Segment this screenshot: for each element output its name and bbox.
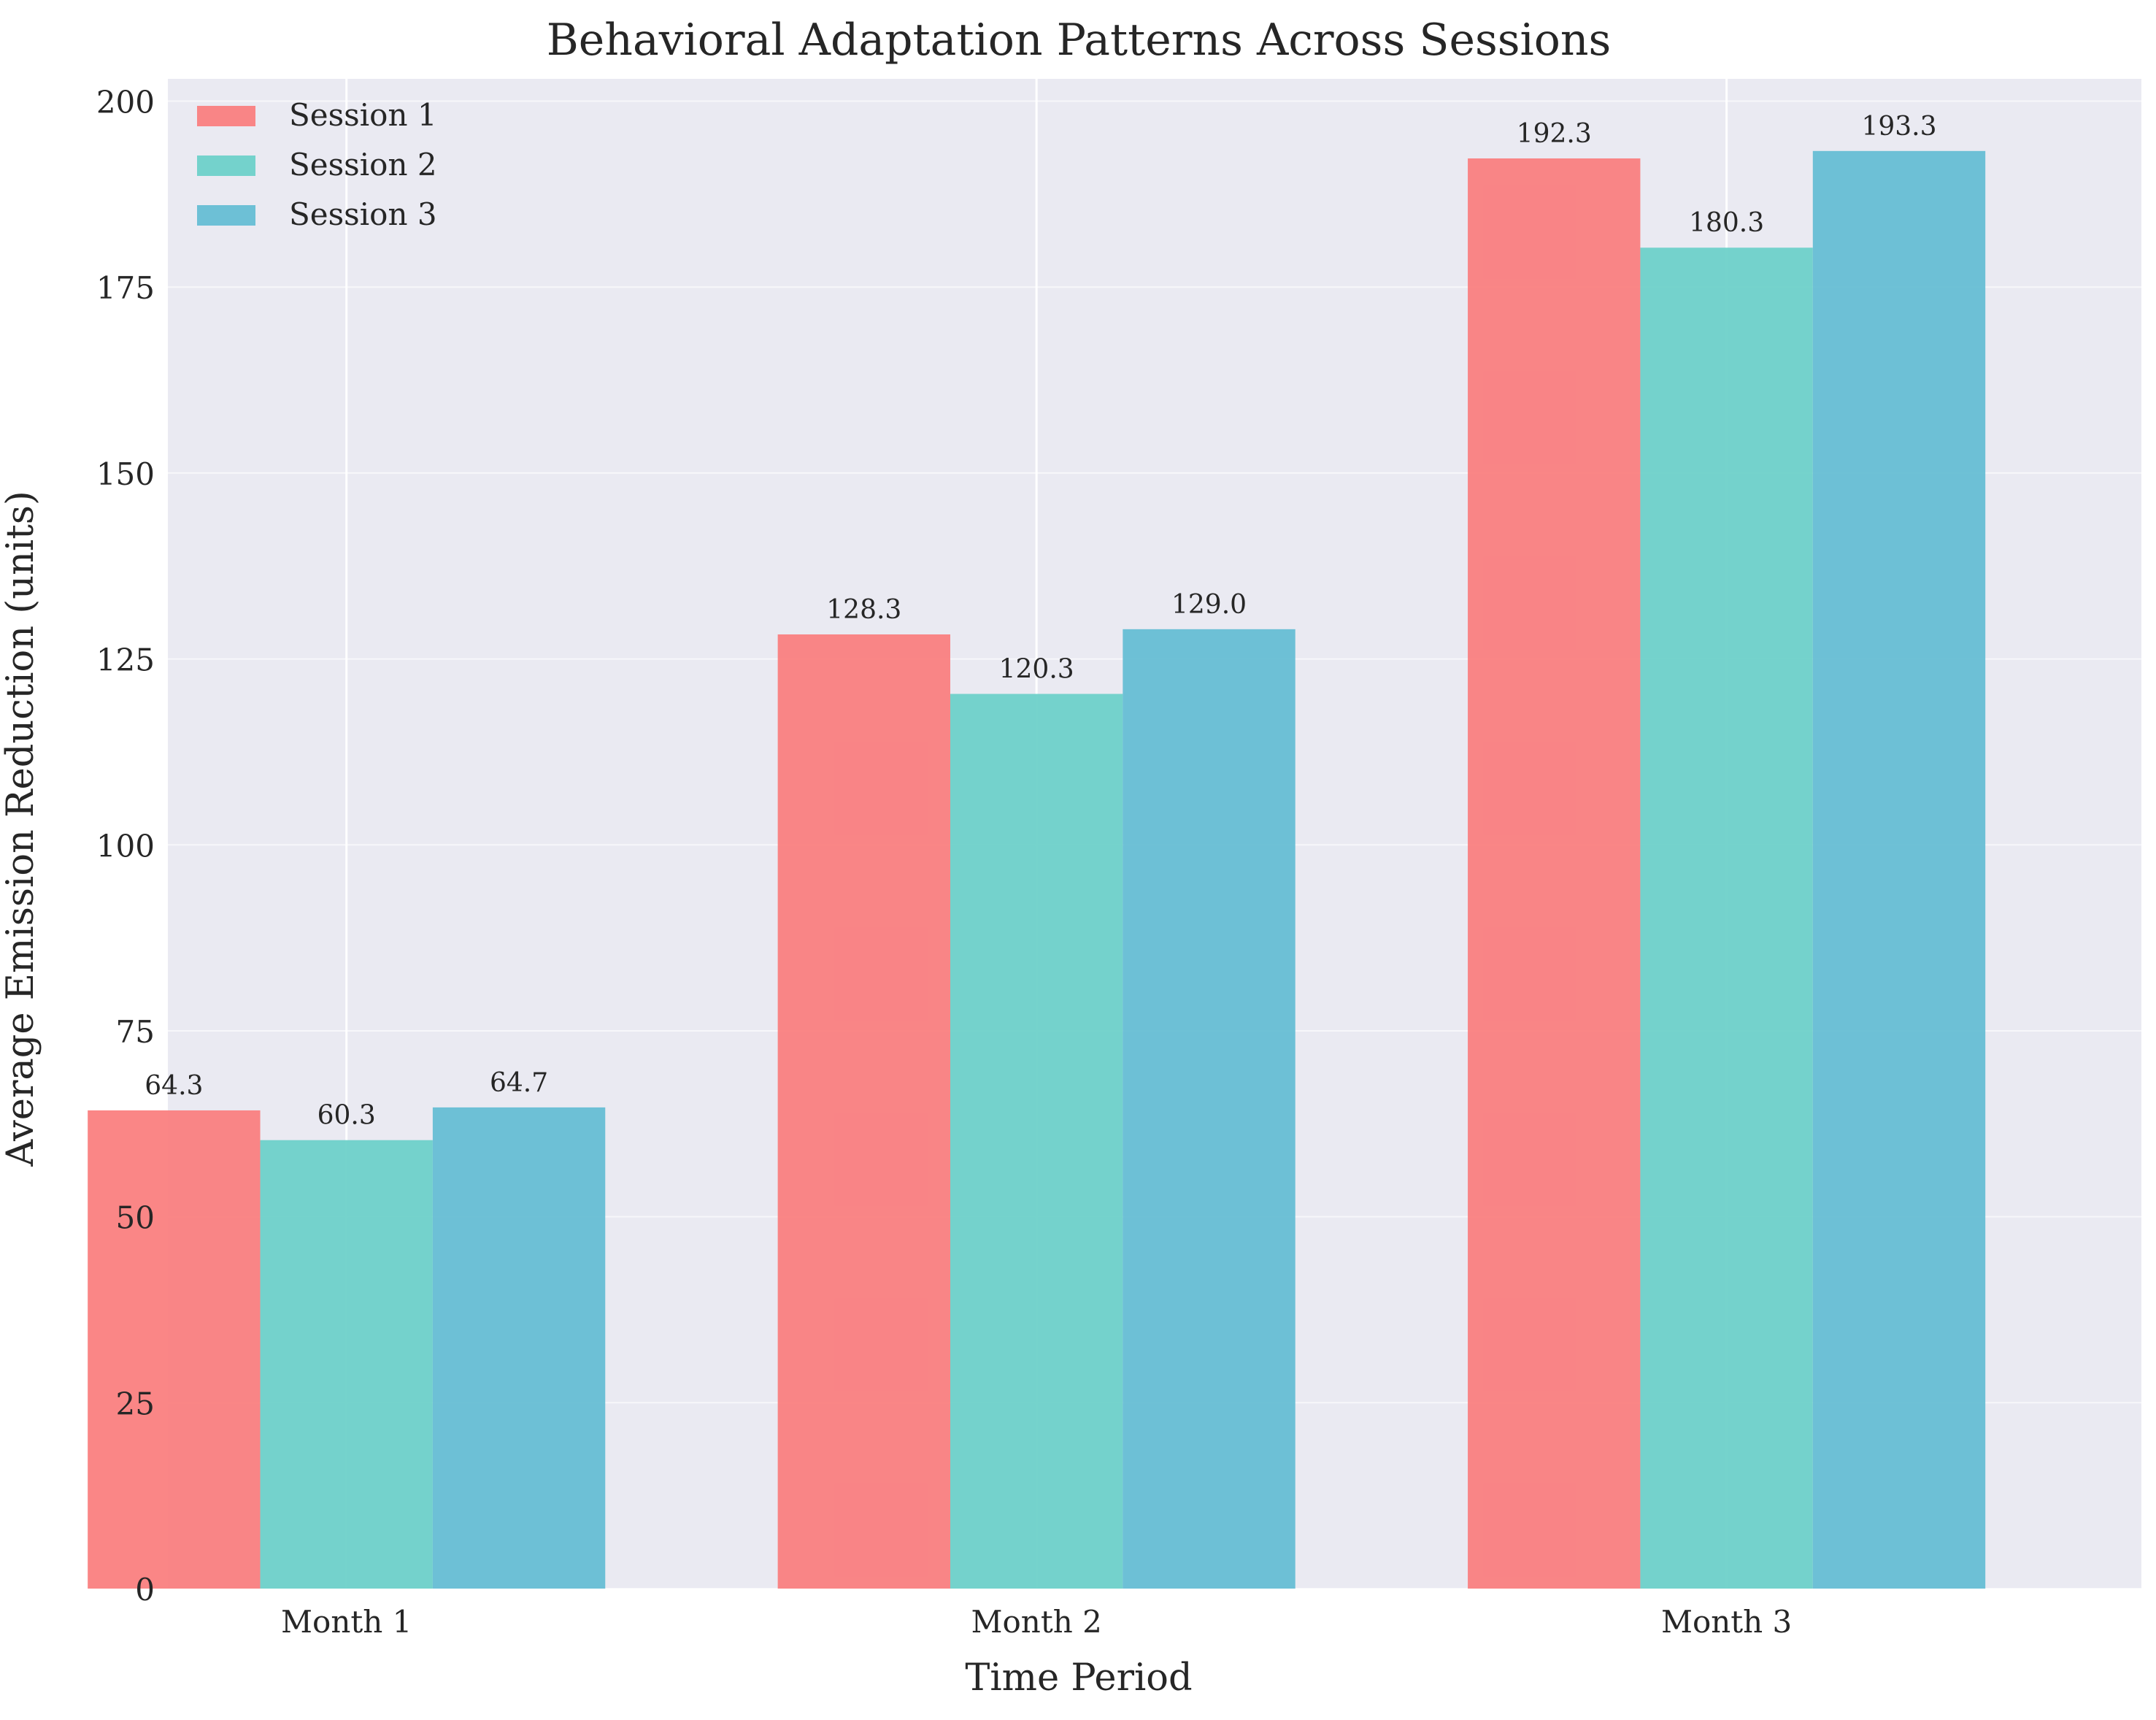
x-axis-label: Time Period xyxy=(965,1656,1192,1700)
legend: Session 1 Session 2 Session 3 xyxy=(197,97,437,232)
bar-session-1 xyxy=(777,634,950,1589)
bar-value-label: 64.7 xyxy=(490,1068,548,1098)
bar-session-1 xyxy=(1468,158,1641,1589)
bar-session-3 xyxy=(432,1107,606,1589)
y-tick-label: 75 xyxy=(116,1014,155,1050)
legend-swatch xyxy=(197,156,255,176)
x-tick-label: Month 1 xyxy=(281,1604,412,1640)
x-axis-ticks: Month 1 Month 2 Month 3 xyxy=(281,1604,1792,1640)
bar-value-label: 129.0 xyxy=(1171,590,1247,620)
bar-session-3 xyxy=(1812,150,1986,1589)
bar-value-labels: 64.3 128.3 192.3 60.3 120.3 180.3 64.7 129.0 193… xyxy=(145,112,1936,1131)
y-axis-label: Average Emission Reduction (units) xyxy=(0,491,42,1167)
y-tick-label: 200 xyxy=(96,85,155,120)
y-tick-label: 125 xyxy=(96,642,155,678)
x-tick-label: Month 3 xyxy=(1661,1604,1792,1640)
legend-label: Session 1 xyxy=(289,97,437,133)
legend-label: Session 3 xyxy=(289,196,437,232)
bar-value-label: 120.3 xyxy=(999,654,1074,684)
y-tick-label: 150 xyxy=(96,456,155,492)
y-tick-label: 0 xyxy=(135,1572,155,1608)
chart-title: Behavioral Adaptation Patterns Across Se… xyxy=(547,15,1612,66)
bar-value-label: 60.3 xyxy=(317,1101,376,1131)
bar-value-label: 180.3 xyxy=(1689,208,1764,238)
bar-session-2 xyxy=(1640,247,1813,1589)
y-tick-label: 175 xyxy=(96,270,155,306)
bar-value-label: 192.3 xyxy=(1517,119,1592,149)
bar-value-label: 128.3 xyxy=(826,595,901,625)
bar-session-2 xyxy=(950,694,1123,1589)
bar-session-2 xyxy=(260,1140,433,1589)
bars xyxy=(88,150,1986,1589)
bar-session-1 xyxy=(88,1110,261,1589)
y-tick-label: 50 xyxy=(116,1200,155,1236)
bar-value-label: 64.3 xyxy=(145,1071,203,1101)
bar-session-3 xyxy=(1123,629,1295,1589)
legend-label: Session 2 xyxy=(289,147,437,183)
bar-value-label: 193.3 xyxy=(1861,112,1936,142)
legend-swatch xyxy=(197,205,255,226)
y-tick-label: 25 xyxy=(116,1386,155,1421)
y-tick-label: 100 xyxy=(96,828,155,864)
x-tick-label: Month 2 xyxy=(971,1604,1101,1640)
y-axis-ticks: 0 25 50 75 100 125 150 175 200 xyxy=(96,85,155,1608)
legend-swatch xyxy=(197,106,255,126)
